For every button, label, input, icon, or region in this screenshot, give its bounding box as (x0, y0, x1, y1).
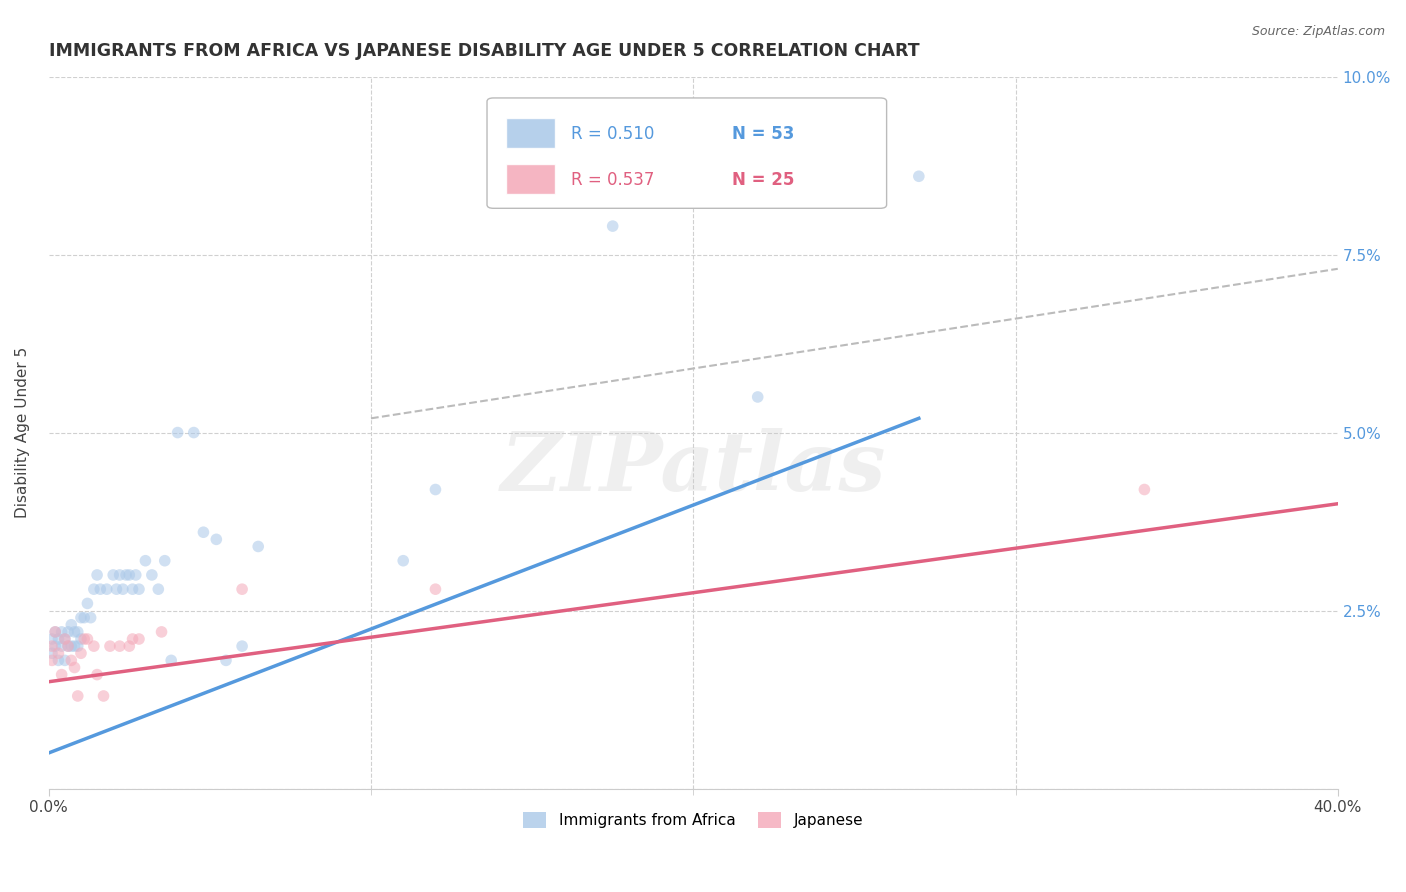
Point (60, 639, 83, 653)
Point (103, 568, 125, 582)
Text: R = 0.537: R = 0.537 (571, 171, 654, 189)
Point (51, 667, 73, 681)
Point (83, 582, 105, 597)
Point (205, 533, 228, 547)
Point (86, 568, 108, 582)
Point (111, 582, 134, 597)
Text: ZIPatlas: ZIPatlas (501, 428, 886, 508)
Point (44, 624, 66, 639)
Point (76, 632, 98, 646)
Point (215, 653, 238, 667)
Point (56, 639, 79, 653)
Point (48, 646, 70, 660)
Point (115, 568, 138, 582)
Point (41, 646, 63, 660)
Y-axis label: Disability Age Under 5: Disability Age Under 5 (15, 347, 30, 518)
Text: R = 0.510: R = 0.510 (571, 125, 654, 143)
Point (48, 653, 70, 667)
Point (908, 169, 931, 184)
Point (231, 582, 253, 597)
Point (53, 632, 76, 646)
Point (86, 667, 108, 681)
Point (73, 632, 96, 646)
Point (153, 554, 176, 568)
Point (121, 582, 143, 597)
Point (105, 582, 128, 597)
Point (231, 639, 253, 653)
Point (48, 632, 70, 646)
FancyBboxPatch shape (506, 164, 555, 194)
Point (70, 646, 93, 660)
Point (60, 617, 83, 632)
Point (63, 624, 86, 639)
Point (425, 582, 447, 597)
Point (41, 653, 63, 667)
Point (183, 425, 205, 440)
Point (141, 568, 163, 582)
Point (66, 624, 89, 639)
Point (118, 639, 141, 653)
Point (148, 582, 170, 597)
Point (96, 582, 118, 597)
Text: IMMIGRANTS FROM AFRICA VS JAPANESE DISABILITY AGE UNDER 5 CORRELATION CHART: IMMIGRANTS FROM AFRICA VS JAPANESE DISAB… (49, 42, 920, 60)
Point (41, 632, 63, 646)
Point (63, 639, 86, 653)
Point (60, 653, 83, 667)
Point (247, 540, 270, 554)
Point (108, 568, 131, 582)
Point (425, 483, 447, 497)
Point (150, 624, 173, 639)
Point (41, 639, 63, 653)
Point (79, 610, 101, 624)
Legend: Immigrants from Africa, Japanese: Immigrants from Africa, Japanese (517, 806, 869, 834)
Point (53, 653, 76, 667)
FancyBboxPatch shape (486, 98, 887, 209)
Text: Source: ZipAtlas.com: Source: ZipAtlas.com (1251, 25, 1385, 38)
Point (83, 639, 105, 653)
Point (128, 582, 150, 597)
Text: N = 53: N = 53 (733, 125, 794, 143)
Point (51, 624, 73, 639)
Point (51, 639, 73, 653)
Point (70, 610, 93, 624)
Point (66, 689, 89, 703)
Point (118, 568, 141, 582)
Point (73, 610, 96, 624)
Point (128, 632, 150, 646)
Point (56, 624, 79, 639)
Point (166, 425, 188, 440)
Point (747, 390, 769, 404)
FancyBboxPatch shape (506, 118, 555, 148)
Point (93, 689, 115, 703)
Point (89, 582, 111, 597)
Point (70, 632, 93, 646)
Point (121, 632, 143, 646)
Point (53, 632, 76, 646)
Text: N = 25: N = 25 (733, 171, 794, 189)
Point (125, 568, 148, 582)
Point (193, 525, 215, 540)
Point (63, 660, 86, 674)
Point (392, 554, 415, 568)
Point (44, 639, 66, 653)
Point (602, 219, 624, 233)
Point (160, 653, 183, 667)
Point (98, 639, 121, 653)
Point (44, 624, 66, 639)
Point (134, 554, 156, 568)
Point (66, 639, 89, 653)
Point (76, 596, 98, 610)
Point (56, 639, 79, 653)
Point (1133, 483, 1156, 497)
Point (108, 639, 131, 653)
